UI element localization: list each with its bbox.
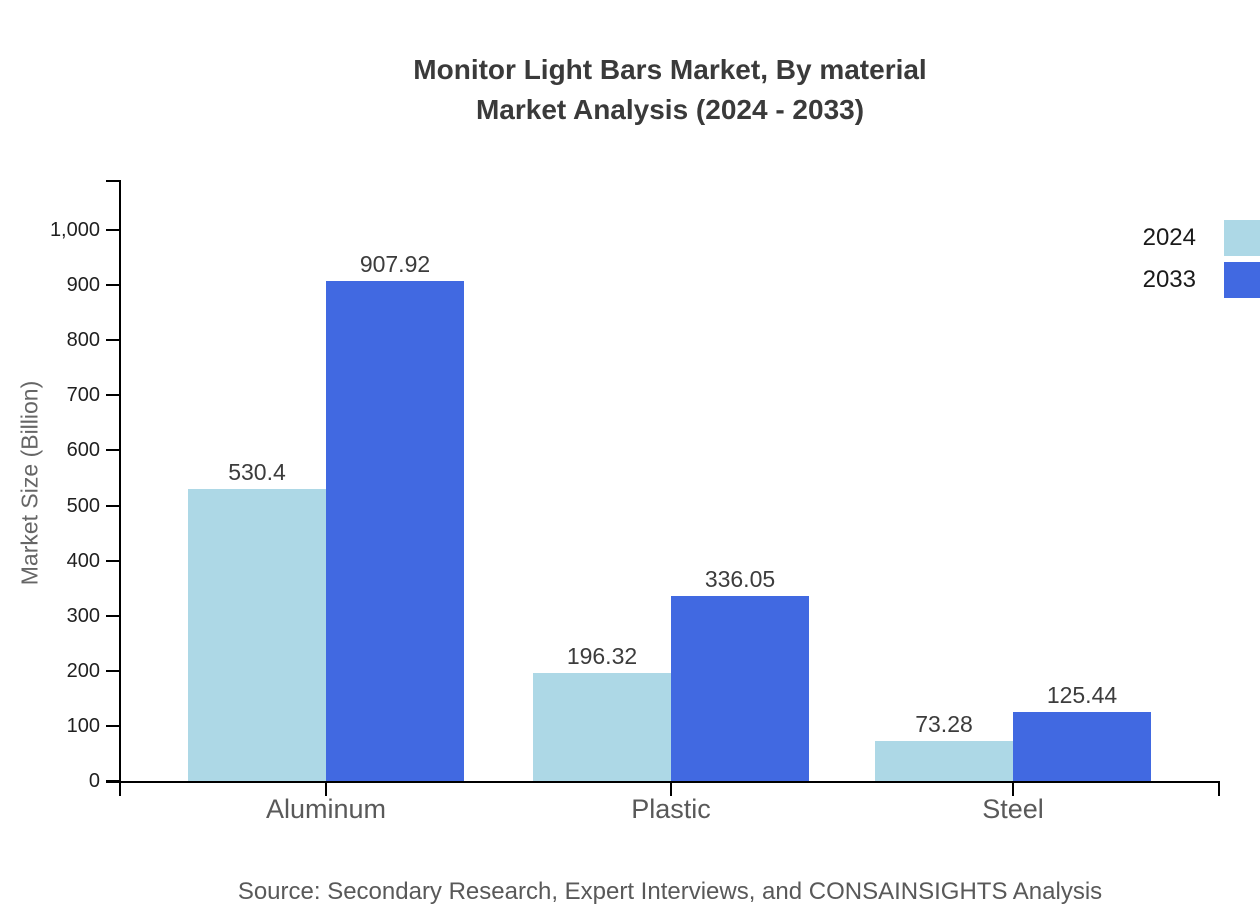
y-tick-label: 500 <box>66 494 100 517</box>
bar-value-label: 907.92 <box>359 251 431 277</box>
bar-value-label: 336.05 <box>704 566 776 592</box>
legend-label-2024: 2024 <box>1142 224 1196 251</box>
y-tick-mark <box>106 504 120 507</box>
y-tick-mark <box>106 339 120 342</box>
x-axis-line <box>106 781 1220 783</box>
y-axis-end-tick <box>106 180 120 182</box>
y-tick-mark <box>106 559 120 562</box>
y-tick-label: 200 <box>66 659 100 682</box>
chart-title-line2: Market Analysis (2024 - 2033) <box>475 94 865 125</box>
y-tick-label: 700 <box>66 384 100 407</box>
category-label-aluminum: Aluminum <box>265 794 387 824</box>
x-tick-mark <box>1012 781 1014 796</box>
y-tick-label: 1,000 <box>49 219 100 241</box>
y-tick-mark <box>106 614 120 617</box>
y-tick-mark <box>106 449 120 452</box>
legend-swatch-2024 <box>1224 220 1260 256</box>
y-tick-label: 400 <box>66 549 100 572</box>
y-tick-mark <box>106 724 120 727</box>
bar-value-label: 73.28 <box>915 711 973 737</box>
y-axis-line <box>119 180 121 796</box>
bar-value-label: 530.4 <box>228 459 286 485</box>
bar-2024-steel <box>875 741 1013 781</box>
x-axis-end-tick <box>1218 781 1220 796</box>
y-tick-label: 300 <box>66 604 100 627</box>
x-tick-mark <box>325 781 327 796</box>
y-tick-mark <box>106 284 120 287</box>
bar-2033-aluminum <box>326 281 464 781</box>
category-label-steel: Steel <box>982 794 1044 824</box>
y-tick-label: 0 <box>88 770 100 792</box>
legend-item-2033[interactable]: 2033 <box>1000 262 1260 298</box>
bar-value-label: 196.32 <box>566 643 638 669</box>
y-tick-mark <box>106 669 120 672</box>
bar-2024-aluminum <box>188 489 326 781</box>
y-tick-mark <box>106 780 120 782</box>
y-tick-label: 100 <box>66 714 100 737</box>
bar-2024-plastic <box>533 673 671 781</box>
chart-title: Monitor Light Bars Market, By material M… <box>120 50 1220 130</box>
legend-label-2033: 2033 <box>1142 266 1196 293</box>
legend-swatch-2033 <box>1224 262 1260 298</box>
y-tick-label: 800 <box>66 329 100 352</box>
y-tick-mark <box>106 229 120 231</box>
y-tick-mark <box>106 394 120 397</box>
y-tick-label: 600 <box>66 439 100 462</box>
category-label-plastic: Plastic <box>631 794 711 824</box>
chart-title-line1: Monitor Light Bars Market, By material <box>413 54 927 85</box>
bar-2033-plastic <box>671 596 809 781</box>
legend-item-2024[interactable]: 2024 <box>1000 220 1260 256</box>
y-tick-label: 900 <box>66 274 100 297</box>
source-note: Source: Secondary Research, Expert Inter… <box>237 878 1103 905</box>
bar-value-label: 125.44 <box>1046 682 1118 708</box>
x-tick-mark <box>670 781 672 796</box>
bar-2033-steel <box>1013 712 1151 781</box>
